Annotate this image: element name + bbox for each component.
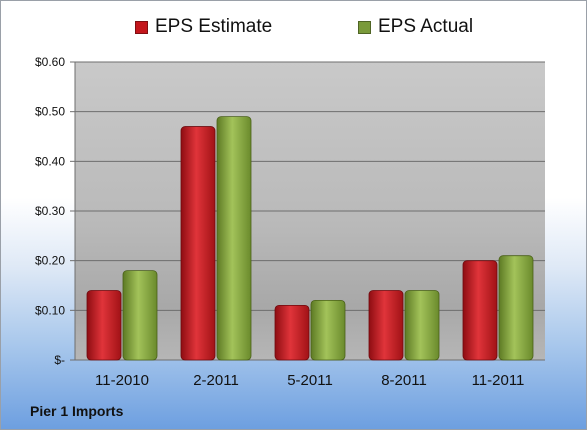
legend-label-actual: EPS Actual [378, 16, 474, 37]
bar-eps-actual [498, 255, 534, 361]
y-tick-label: $- [54, 353, 65, 367]
y-tick-label: $0.20 [35, 254, 65, 268]
bar-eps-estimate [86, 290, 122, 361]
bar-eps-estimate [368, 290, 404, 361]
legend: EPS Estimate EPS Actual [0, 12, 587, 42]
legend-label-estimate: EPS Estimate [155, 16, 273, 37]
bar-eps-actual [404, 290, 440, 361]
legend-item-estimate: EPS Estimate [135, 16, 272, 38]
bar-eps-estimate [274, 304, 310, 361]
legend-swatch-estimate [135, 20, 148, 34]
x-tick-label: 8-2011 [381, 372, 427, 389]
y-tick-label: $0.50 [35, 105, 65, 119]
bar-eps-actual [216, 116, 252, 361]
legend-swatch-actual [358, 20, 371, 34]
bar-eps-estimate [180, 126, 216, 361]
y-tick-label: $0.10 [35, 303, 65, 317]
bar-eps-actual [310, 299, 346, 361]
bar-eps-estimate [462, 260, 498, 361]
y-tick-label: $0.40 [35, 154, 65, 168]
company-name: Pier 1 Imports [30, 403, 124, 419]
x-tick-label: 5-2011 [287, 372, 333, 389]
x-tick-label: 11-2010 [95, 372, 149, 389]
bar-eps-actual [122, 270, 158, 361]
y-tick-label: $0.60 [35, 55, 65, 69]
y-tick-label: $0.30 [35, 204, 65, 218]
legend-item-actual: EPS Actual [358, 16, 473, 38]
x-tick-label: 2-2011 [193, 372, 239, 389]
x-tick-label: 11-2011 [472, 372, 525, 389]
